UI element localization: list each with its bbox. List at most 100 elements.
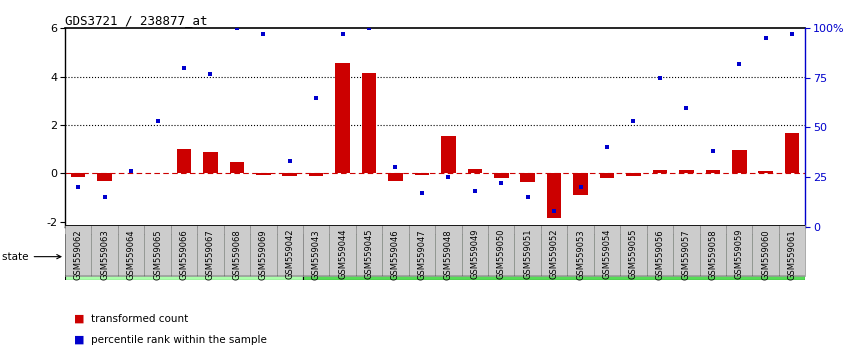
Bar — [700, 225, 726, 276]
Bar — [753, 225, 779, 276]
Text: pCR: pCR — [172, 252, 195, 262]
Bar — [92, 225, 118, 276]
Bar — [303, 234, 805, 280]
Point — [627, 119, 641, 124]
Point — [124, 168, 138, 174]
Bar — [65, 225, 92, 276]
Bar — [706, 170, 721, 173]
Text: GSM559068: GSM559068 — [232, 229, 242, 280]
Point — [680, 105, 694, 110]
Bar — [441, 136, 456, 173]
Point — [309, 95, 323, 101]
Text: GSM559055: GSM559055 — [629, 229, 638, 279]
Bar — [653, 170, 667, 173]
Text: disease state: disease state — [0, 252, 61, 262]
Point — [494, 180, 508, 186]
Bar — [626, 173, 641, 176]
Bar — [362, 73, 377, 173]
Bar — [409, 225, 435, 276]
Bar — [204, 152, 217, 173]
Point — [547, 208, 561, 213]
Bar — [488, 225, 514, 276]
Text: GSM559062: GSM559062 — [74, 229, 82, 280]
Bar — [435, 225, 462, 276]
Bar — [356, 225, 382, 276]
Text: GSM559069: GSM559069 — [259, 229, 268, 280]
Bar — [567, 225, 594, 276]
Bar — [118, 225, 145, 276]
Bar — [732, 150, 746, 173]
Point — [98, 194, 112, 200]
Point — [389, 164, 403, 170]
Text: GSM559061: GSM559061 — [788, 229, 797, 280]
Point — [706, 148, 720, 154]
Point — [785, 32, 799, 37]
Point — [71, 184, 85, 190]
Bar — [177, 149, 191, 173]
Text: GSM559047: GSM559047 — [417, 229, 426, 280]
Bar — [620, 225, 647, 276]
Bar — [520, 173, 535, 182]
Bar — [223, 225, 250, 276]
Text: GSM559053: GSM559053 — [576, 229, 585, 280]
Bar — [303, 225, 329, 276]
Text: GSM559052: GSM559052 — [550, 229, 559, 279]
Text: GSM559046: GSM559046 — [391, 229, 400, 280]
Bar — [256, 173, 270, 175]
Bar — [541, 225, 567, 276]
Bar — [276, 225, 303, 276]
Bar — [573, 173, 588, 195]
Point — [229, 25, 243, 31]
Bar — [494, 173, 508, 178]
Bar — [600, 173, 614, 178]
Text: ■: ■ — [74, 335, 84, 345]
Point — [520, 194, 534, 200]
Point — [759, 35, 772, 41]
Bar — [779, 225, 805, 276]
Bar — [71, 173, 86, 177]
Bar — [759, 171, 773, 173]
Bar — [415, 173, 430, 175]
Text: GSM559063: GSM559063 — [100, 229, 109, 280]
Text: GDS3721 / 238877_at: GDS3721 / 238877_at — [65, 14, 208, 27]
Point — [733, 61, 746, 67]
Bar — [97, 173, 112, 181]
Bar — [679, 170, 694, 173]
Point — [415, 190, 429, 196]
Bar — [250, 225, 276, 276]
Bar — [547, 173, 561, 218]
Text: GSM559060: GSM559060 — [761, 229, 770, 280]
Bar — [726, 225, 753, 276]
Text: GSM559064: GSM559064 — [126, 229, 136, 280]
Bar — [229, 162, 244, 173]
Bar — [335, 63, 350, 173]
Text: transformed count: transformed count — [91, 314, 188, 324]
Text: percentile rank within the sample: percentile rank within the sample — [91, 335, 267, 345]
Point — [256, 32, 270, 37]
Point — [653, 75, 667, 81]
Bar — [514, 225, 541, 276]
Point — [468, 188, 481, 194]
Text: GSM559057: GSM559057 — [682, 229, 691, 280]
Text: GSM559043: GSM559043 — [312, 229, 320, 280]
Bar — [309, 173, 323, 176]
Text: GSM559044: GSM559044 — [338, 229, 347, 279]
Point — [600, 144, 614, 150]
Text: GSM559048: GSM559048 — [444, 229, 453, 280]
Text: pPR: pPR — [543, 252, 565, 262]
Point — [362, 25, 376, 31]
Text: GSM559067: GSM559067 — [206, 229, 215, 280]
Point — [151, 119, 165, 124]
Bar — [65, 234, 303, 280]
Text: GSM559049: GSM559049 — [470, 229, 479, 279]
Point — [204, 71, 217, 77]
Bar — [382, 225, 409, 276]
Point — [283, 158, 297, 164]
Text: GSM559054: GSM559054 — [603, 229, 611, 279]
Text: GSM559050: GSM559050 — [497, 229, 506, 279]
Bar — [197, 225, 223, 276]
Bar — [785, 133, 799, 173]
Bar — [282, 173, 297, 176]
Bar — [145, 225, 171, 276]
Text: GSM559042: GSM559042 — [285, 229, 294, 279]
